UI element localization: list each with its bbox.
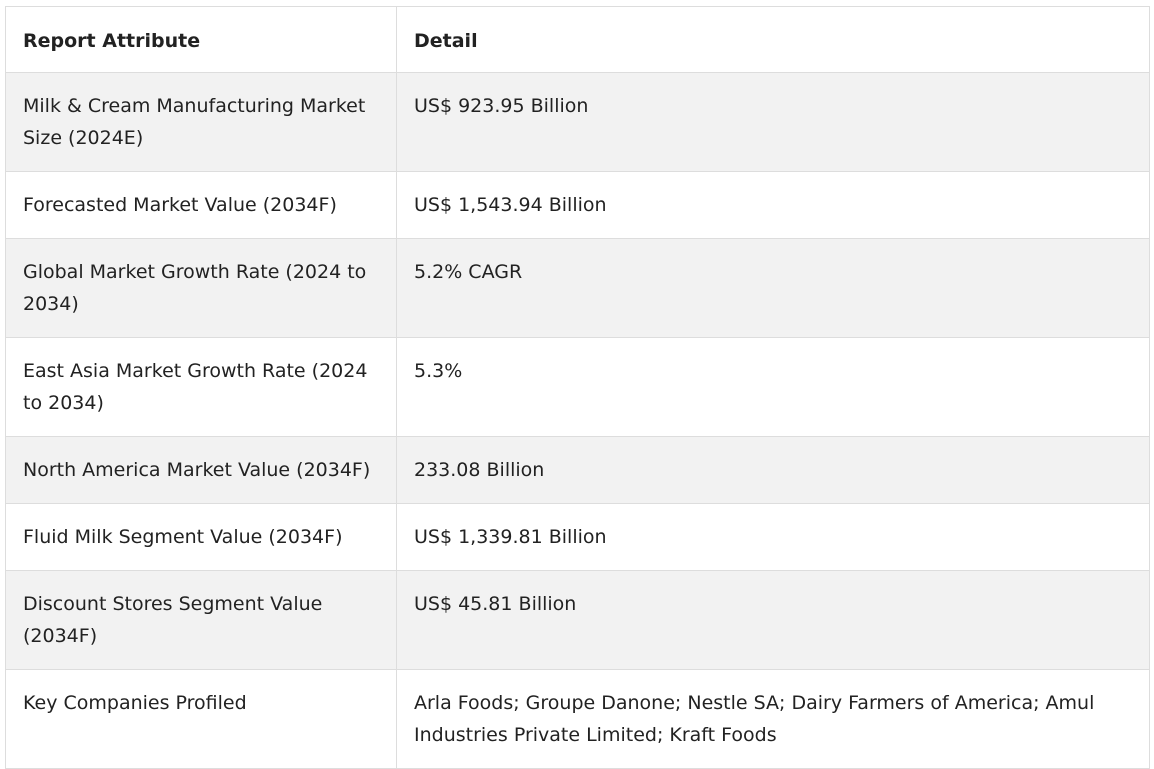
table-row: Key Companies Profiled Arla Foods; Group… [5,669,1150,769]
table-row: Milk & Cream Manufacturing Market Size (… [5,72,1150,172]
row-detail-cell: US$ 1,339.81 Billion [396,503,1150,571]
row-attribute-cell: Fluid Milk Segment Value (2034F) [5,503,397,571]
row-attribute-cell: North America Market Value (2034F) [5,436,397,504]
header-report-attribute: Report Attribute [5,6,397,73]
table-row: North America Market Value (2034F) 233.0… [5,436,1150,504]
table-row: Global Market Growth Rate (2024 to 2034)… [5,238,1150,338]
row-detail-cell: Arla Foods; Groupe Danone; Nestle SA; Da… [396,669,1150,769]
header-detail: Detail [396,6,1150,73]
row-detail-cell: 5.2% CAGR [396,238,1150,338]
row-detail-cell: US$ 923.95 Billion [396,72,1150,172]
report-attributes-table: Report Attribute Detail Milk & Cream Man… [5,6,1150,769]
row-detail-cell: US$ 45.81 Billion [396,570,1150,670]
row-detail-cell: 233.08 Billion [396,436,1150,504]
row-attribute-cell: Forecasted Market Value (2034F) [5,171,397,239]
table-row: Fluid Milk Segment Value (2034F) US$ 1,3… [5,503,1150,571]
row-attribute-cell: Key Companies Profiled [5,669,397,769]
table-row: Forecasted Market Value (2034F) US$ 1,54… [5,171,1150,239]
report-table-container: Report Attribute Detail Milk & Cream Man… [5,6,1150,769]
table-header-row: Report Attribute Detail [5,6,1150,73]
row-detail-cell: US$ 1,543.94 Billion [396,171,1150,239]
row-attribute-cell: Discount Stores Segment Value (2034F) [5,570,397,670]
table-row: Discount Stores Segment Value (2034F) US… [5,570,1150,670]
table-row: East Asia Market Growth Rate (2024 to 20… [5,337,1150,437]
row-attribute-cell: Global Market Growth Rate (2024 to 2034) [5,238,397,338]
row-attribute-cell: East Asia Market Growth Rate (2024 to 20… [5,337,397,437]
row-detail-cell: 5.3% [396,337,1150,437]
row-attribute-cell: Milk & Cream Manufacturing Market Size (… [5,72,397,172]
